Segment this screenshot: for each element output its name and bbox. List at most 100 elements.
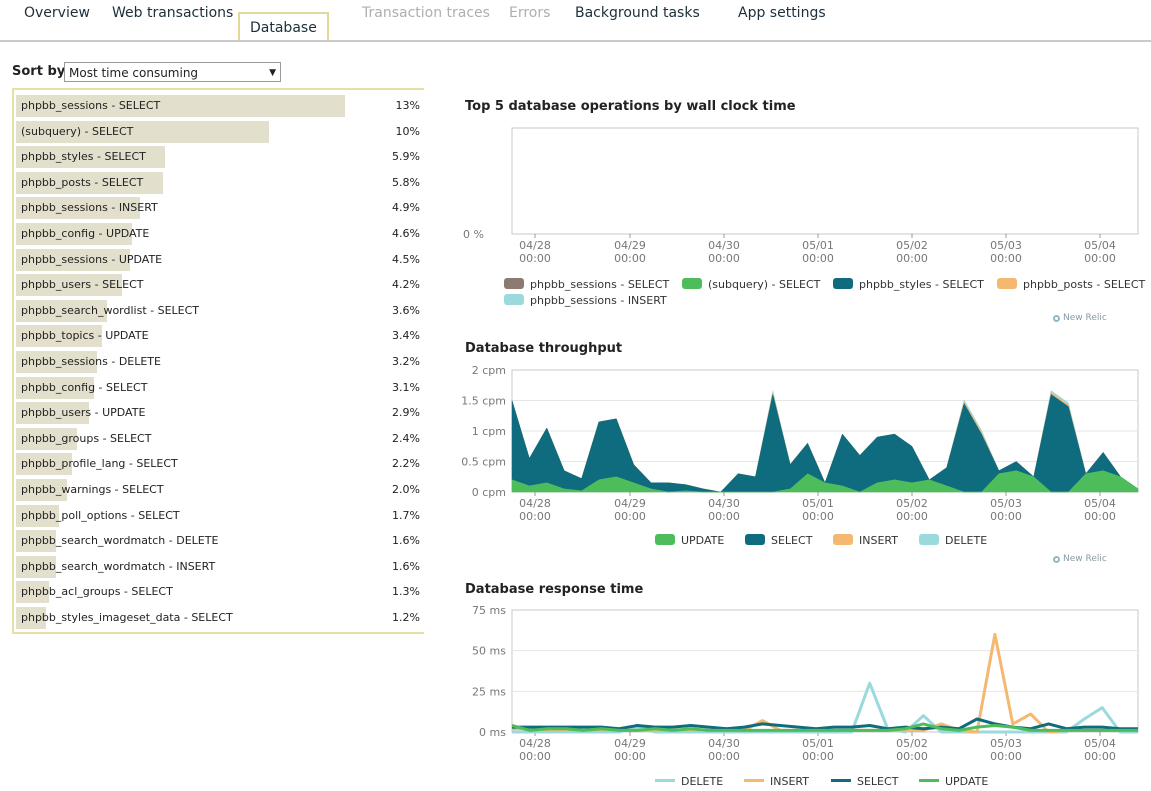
list-item[interactable]: phpbb_config - UPDATE 4.6% <box>16 223 420 245</box>
x-tick-label: 00:00 <box>614 510 646 523</box>
legend-label: SELECT <box>771 534 813 547</box>
list-item[interactable]: phpbb_sessions - DELETE 3.2% <box>16 351 420 373</box>
legend-item[interactable]: SELECT <box>745 534 812 547</box>
list-item[interactable]: phpbb_sessions - UPDATE 4.5% <box>16 248 420 271</box>
list-item[interactable]: phpbb_sessions - SELECT 13% <box>16 95 420 117</box>
list-item-percent: 4.9% <box>392 201 420 215</box>
list-item-bar <box>16 95 345 117</box>
x-tick-label: 00:00 <box>708 510 740 523</box>
list-item[interactable]: phpbb_topics - UPDATE 3.4% <box>16 325 420 348</box>
list-item-percent: 1.6% <box>392 534 420 548</box>
legend-item[interactable]: phpbb_sessions - INSERT <box>504 294 667 307</box>
list-item[interactable]: phpbb_search_wordlist - SELECT 3.6% <box>16 299 420 322</box>
list-item-bar <box>16 581 49 604</box>
legend-item[interactable]: phpbb_sessions - SELECT <box>504 278 669 291</box>
list-item-label[interactable]: phpbb_search_wordmatch - DELETE <box>21 534 219 548</box>
list-item-percent: 2.2% <box>392 457 420 471</box>
list-item-bar <box>16 223 132 245</box>
chart-throughput: 04/2800:0004/2900:0004/3000:0005/0100:00… <box>461 364 1139 523</box>
x-tick-label: 04/30 <box>708 239 740 252</box>
list-item-label[interactable]: phpbb_sessions - DELETE <box>21 355 161 368</box>
list-item-bar <box>16 197 140 220</box>
list-item[interactable]: phpbb_sessions - INSERT 4.9% <box>16 197 420 220</box>
legend-swatch <box>655 534 675 545</box>
sort-select[interactable]: Most time consuming ▼ <box>64 62 281 82</box>
y-tick-label: 50 ms <box>472 645 506 658</box>
list-item-bar <box>16 479 67 501</box>
legend-item[interactable]: INSERT <box>744 775 809 788</box>
legend-item[interactable]: INSERT <box>833 534 898 547</box>
list-item-percent: 10% <box>395 124 420 138</box>
list-item-label[interactable]: phpbb_search_wordmatch - INSERT <box>21 559 216 573</box>
list-item-label[interactable]: (subquery) - SELECT <box>21 124 134 138</box>
list-item[interactable]: phpbb_acl_groups - SELECT 1.3% <box>16 581 420 604</box>
x-tick-label: 00:00 <box>990 510 1022 523</box>
legend-item[interactable]: DELETE <box>655 775 723 788</box>
list-item[interactable]: phpbb_users - UPDATE 2.9% <box>16 402 420 425</box>
list-item-label[interactable]: phpbb_posts - SELECT <box>21 175 144 189</box>
x-tick-label: 04/30 <box>708 737 740 750</box>
legend-swatch <box>744 779 764 782</box>
list-item[interactable]: phpbb_search_wordmatch - DELETE 1.6% <box>16 530 420 553</box>
tab-errors: Errors <box>509 5 551 21</box>
x-tick-label: 00:00 <box>990 750 1022 763</box>
legend-item[interactable]: phpbb_posts - SELECT <box>997 278 1145 291</box>
list-item-percent: 1.7% <box>392 508 420 522</box>
list-item-bar <box>16 351 97 373</box>
series-area-update <box>511 470 1139 493</box>
list-item[interactable]: phpbb_styles - SELECT 5.9% <box>16 146 420 169</box>
list-item[interactable]: phpbb_users - SELECT 4.2% <box>16 274 420 297</box>
list-item[interactable]: phpbb_styles_imageset_data - SELECT 1.2% <box>16 607 420 629</box>
list-item-label[interactable]: phpbb_groups - SELECT <box>21 431 152 445</box>
list-item[interactable]: phpbb_profile_lang - SELECT 2.2% <box>16 453 420 476</box>
tab-database[interactable]: Database <box>238 12 329 40</box>
x-tick-label: 00:00 <box>708 750 740 763</box>
legend-item[interactable]: (subquery) - SELECT <box>682 278 820 291</box>
y-tick-label: 0 cpm <box>472 486 506 499</box>
list-item-bar <box>16 146 165 169</box>
tab-background-tasks[interactable]: Background tasks <box>575 5 700 21</box>
legend-item[interactable]: DELETE <box>919 534 987 547</box>
list-item-bar <box>16 607 46 629</box>
list-item[interactable]: phpbb_poll_options - SELECT 1.7% <box>16 504 420 527</box>
list-item-label[interactable]: phpbb_sessions - INSERT <box>21 201 158 215</box>
x-tick-label: 00:00 <box>896 750 928 763</box>
list-item[interactable]: phpbb_posts - SELECT 5.8% <box>16 171 420 194</box>
list-item[interactable]: phpbb_config - SELECT 3.1% <box>16 376 420 399</box>
legend-item[interactable]: phpbb_styles - SELECT <box>833 278 984 291</box>
x-tick-label: 04/30 <box>708 497 740 510</box>
list-item-label[interactable]: phpbb_styles_imageset_data - SELECT <box>21 611 233 624</box>
tab-web-transactions[interactable]: Web transactions <box>112 5 234 21</box>
x-tick-label: 00:00 <box>1084 510 1116 523</box>
list-item-percent: 2.9% <box>392 406 420 420</box>
list-item-label[interactable]: phpbb_poll_options - SELECT <box>21 508 180 522</box>
list-item-label[interactable]: phpbb_styles - SELECT <box>21 150 146 164</box>
list-item-label[interactable]: phpbb_search_wordlist - SELECT <box>21 303 200 317</box>
list-item-percent: 1.3% <box>392 585 420 599</box>
x-tick-label: 00:00 <box>896 252 928 265</box>
list-item-label[interactable]: phpbb_warnings - SELECT <box>21 483 164 496</box>
list-item[interactable]: (subquery) - SELECT 10% <box>16 120 420 143</box>
list-item[interactable]: phpbb_groups - SELECT 2.4% <box>16 427 420 450</box>
list-item[interactable]: phpbb_search_wordmatch - INSERT 1.6% <box>16 555 420 578</box>
list-item-label[interactable]: phpbb_users - UPDATE <box>21 406 146 420</box>
list-item-label[interactable]: phpbb_acl_groups - SELECT <box>21 585 173 599</box>
list-item-label[interactable]: phpbb_config - SELECT <box>21 380 148 394</box>
tab-app-settings[interactable]: App settings <box>738 5 826 21</box>
new-relic-logo: New Relic <box>1053 554 1107 564</box>
list-item-label[interactable]: phpbb_profile_lang - SELECT <box>21 457 178 471</box>
list-item-label[interactable]: phpbb_topics - UPDATE <box>21 329 149 343</box>
legend-item[interactable]: SELECT <box>831 775 898 788</box>
list-item[interactable]: phpbb_warnings - SELECT 2.0% <box>16 479 420 501</box>
tab-overview[interactable]: Overview <box>24 5 90 21</box>
legend-swatch <box>919 779 939 782</box>
legend-swatch <box>831 779 851 782</box>
list-item-label[interactable]: phpbb_sessions - SELECT <box>21 99 161 112</box>
list-item-label[interactable]: phpbb_config - UPDATE <box>21 227 150 240</box>
x-tick-label: 04/28 <box>519 239 551 252</box>
list-item-label[interactable]: phpbb_sessions - UPDATE <box>21 252 163 266</box>
legend-item[interactable]: UPDATE <box>655 534 724 547</box>
list-item-percent: 1.2% <box>392 611 420 624</box>
legend-item[interactable]: UPDATE <box>919 775 988 788</box>
list-item-label[interactable]: phpbb_users - SELECT <box>21 278 144 292</box>
